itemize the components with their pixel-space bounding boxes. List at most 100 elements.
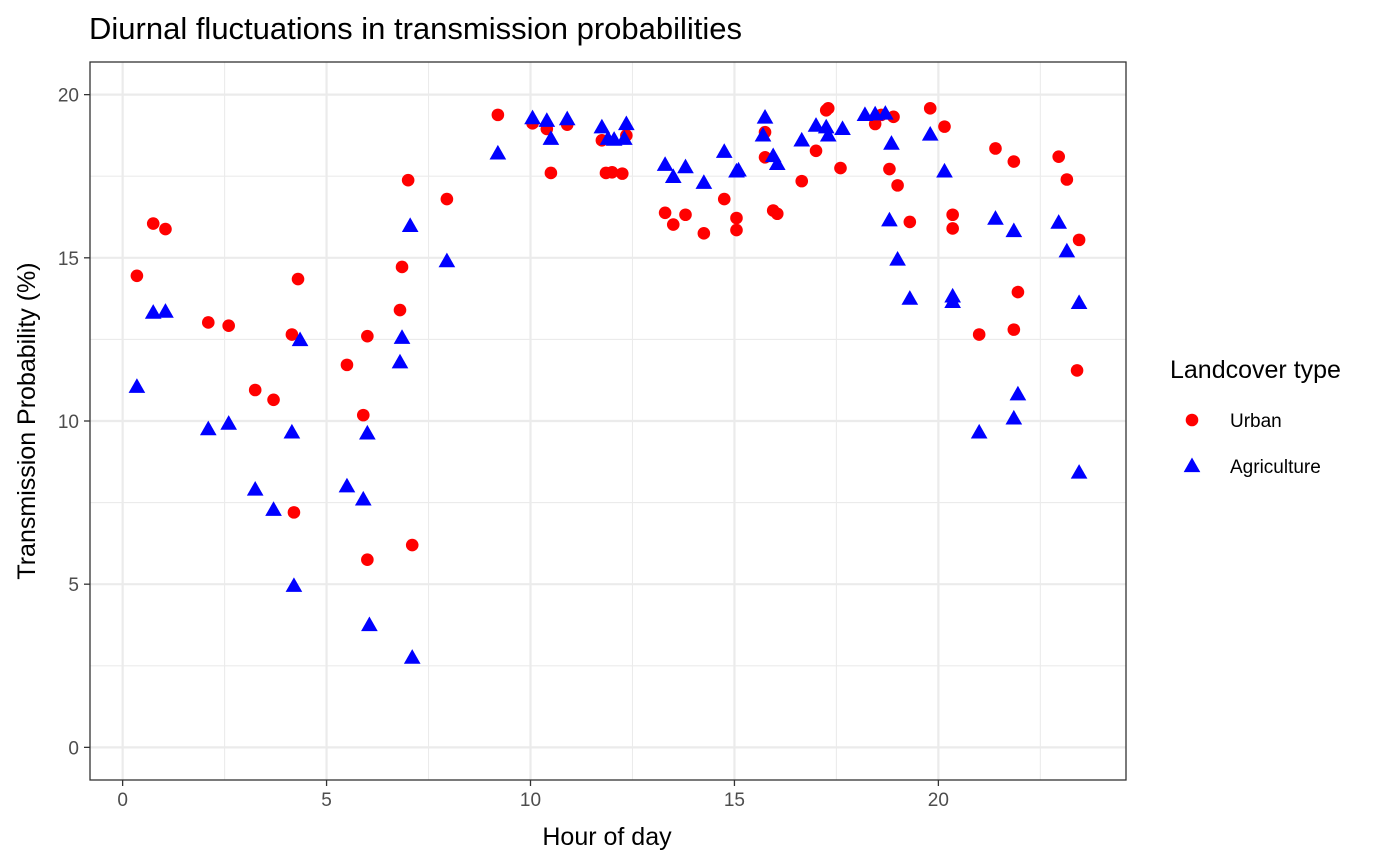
urban-point [201, 316, 215, 329]
agriculture-point [593, 118, 611, 134]
urban-point [883, 162, 896, 176]
agriculture-point [944, 293, 961, 308]
urban-point [923, 102, 937, 115]
legend-title: Landcover type [1170, 356, 1341, 384]
y-axis: 0 5 10 15 20 [58, 86, 90, 759]
x-tick-label: 0 [117, 790, 128, 811]
agriculture-point [881, 211, 898, 227]
agriculture-point [1070, 464, 1088, 479]
urban-point [1007, 323, 1021, 336]
agriculture-point [970, 423, 988, 439]
agriculture-point [220, 415, 238, 430]
urban-point [401, 173, 415, 187]
urban-point [356, 408, 370, 422]
agriculture-point [695, 174, 713, 189]
agriculture-point [283, 423, 301, 439]
series-agriculture [128, 105, 1088, 664]
agriculture-point [834, 120, 851, 136]
urban-point [248, 383, 262, 397]
series-urban [130, 102, 1086, 567]
urban-point [1007, 155, 1021, 168]
agriculture-point [359, 424, 376, 440]
urban-point [730, 211, 743, 225]
agriculture-point [361, 616, 378, 632]
urban-point [159, 222, 172, 236]
urban-point [1070, 364, 1084, 377]
urban-point [809, 144, 823, 158]
agriculture-point [883, 135, 900, 150]
agriculture-point [199, 420, 217, 436]
urban-point [1060, 173, 1074, 186]
agriculture-point [489, 144, 507, 160]
agriculture-point [265, 501, 282, 516]
agriculture-point [354, 490, 372, 506]
urban-point [679, 208, 692, 222]
agriculture-point [538, 112, 556, 127]
urban-point [361, 329, 374, 343]
agriculture-point [877, 105, 894, 120]
legend-item-agriculture: Agriculture [1183, 457, 1321, 478]
y-axis-title: Transmission Probability (%) [13, 262, 41, 579]
urban-point [340, 358, 354, 372]
urban-point [267, 393, 280, 407]
agriculture-point [987, 210, 1004, 225]
legend-items: Urban Agriculture [1183, 411, 1321, 478]
urban-point [287, 506, 301, 519]
urban-point [946, 222, 959, 235]
agriculture-point [157, 303, 174, 318]
legend-label: Agriculture [1230, 457, 1321, 478]
agriculture-point [656, 156, 674, 171]
y-tick-label: 20 [58, 86, 79, 107]
agriculture-point [1050, 214, 1068, 229]
chart-title: Diurnal fluctuations in transmission pro… [89, 11, 742, 46]
x-axis-title: Hour of day [542, 823, 672, 851]
agriculture-point [793, 131, 811, 147]
urban-point [291, 272, 305, 286]
urban-point [361, 553, 374, 567]
agriculture-point [730, 161, 747, 177]
agriculture-point [1009, 385, 1027, 401]
x-tick-label: 5 [321, 790, 332, 811]
x-tick-label: 10 [520, 790, 541, 811]
urban-point [666, 218, 680, 231]
urban-point [658, 206, 672, 220]
agriculture-point [756, 108, 774, 124]
agriculture-point [246, 481, 264, 496]
agriculture-point [1005, 409, 1023, 425]
legend-key-triangle [1183, 457, 1201, 473]
agriculture-point [817, 118, 835, 134]
agriculture-point [889, 250, 906, 266]
agriculture-point [807, 117, 825, 132]
agriculture-point [754, 126, 772, 142]
agriculture-point [1070, 294, 1088, 309]
urban-point [887, 110, 900, 124]
agriculture-point [715, 143, 733, 158]
urban-point [395, 260, 409, 274]
agriculture-point [401, 217, 419, 232]
urban-point [440, 192, 454, 206]
y-tick-label: 10 [58, 412, 79, 433]
urban-point [903, 215, 917, 229]
agriculture-point [901, 290, 919, 305]
urban-point [491, 108, 505, 122]
agriculture-point [128, 378, 146, 393]
legend-key-circle [1185, 413, 1199, 427]
urban-point [717, 192, 731, 206]
agriculture-point [677, 158, 694, 174]
agriculture-point [921, 125, 939, 141]
legend-label: Urban [1230, 411, 1282, 432]
agriculture-point [615, 130, 633, 145]
agriculture-point [285, 577, 303, 592]
urban-point [891, 179, 904, 192]
urban-point [730, 223, 743, 237]
urban-point [146, 217, 160, 230]
agriculture-point [1058, 242, 1076, 258]
agriculture-point [438, 252, 456, 268]
y-tick-label: 15 [58, 249, 79, 270]
y-tick-label: 0 [68, 738, 79, 759]
y-tick-label: 5 [68, 575, 79, 596]
urban-point [770, 207, 784, 221]
agriculture-point [936, 162, 953, 178]
x-axis: 0 5 10 15 20 [117, 780, 949, 811]
